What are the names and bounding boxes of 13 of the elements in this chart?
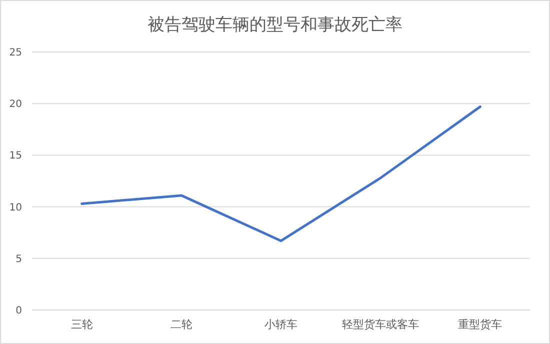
y-tick-label: 10 bbox=[9, 202, 22, 214]
chart-title: 被告驾驶车辆的型号和事故死亡率 bbox=[148, 15, 402, 35]
y-tick-label: 20 bbox=[9, 99, 22, 110]
x-tick-label: 轻型货车或客车 bbox=[342, 318, 420, 331]
x-tick-label: 重型货车 bbox=[458, 318, 502, 331]
x-tick-label: 二轮 bbox=[170, 318, 192, 331]
x-tick-label: 小轿车 bbox=[264, 318, 298, 331]
y-tick-label: 0 bbox=[16, 306, 22, 316]
y-tick-label: 15 bbox=[9, 150, 22, 162]
y-tick-label: 5 bbox=[16, 254, 22, 265]
line-series bbox=[80, 105, 482, 242]
x-tick-label: 三轮 bbox=[70, 318, 93, 331]
y-tick-label: 25 bbox=[9, 48, 22, 58]
